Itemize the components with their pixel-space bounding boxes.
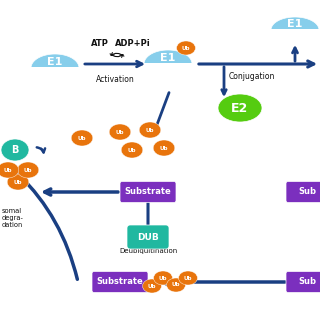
Ellipse shape xyxy=(142,279,162,293)
FancyBboxPatch shape xyxy=(286,271,320,292)
Text: Ub: Ub xyxy=(128,148,136,153)
Text: E1: E1 xyxy=(47,57,63,67)
Text: Activation: Activation xyxy=(96,75,134,84)
Ellipse shape xyxy=(218,94,262,122)
Ellipse shape xyxy=(0,162,19,178)
Text: ATP: ATP xyxy=(91,39,109,49)
Ellipse shape xyxy=(177,41,196,55)
Text: Conjugation: Conjugation xyxy=(229,72,275,81)
Text: Substrate: Substrate xyxy=(97,277,143,286)
Text: Sub: Sub xyxy=(298,188,316,196)
Ellipse shape xyxy=(71,130,93,146)
Polygon shape xyxy=(144,50,192,64)
Ellipse shape xyxy=(121,142,143,158)
Text: Ub: Ub xyxy=(24,167,32,172)
FancyBboxPatch shape xyxy=(127,225,169,249)
Text: Ub: Ub xyxy=(148,284,156,289)
Polygon shape xyxy=(31,54,79,68)
Ellipse shape xyxy=(179,271,197,285)
Text: E2: E2 xyxy=(231,101,249,115)
FancyBboxPatch shape xyxy=(120,181,176,203)
Text: Ub: Ub xyxy=(116,130,124,134)
Text: DUB: DUB xyxy=(137,233,159,242)
Ellipse shape xyxy=(139,122,161,138)
Ellipse shape xyxy=(7,174,29,190)
Text: somal
degra-
dation: somal degra- dation xyxy=(2,208,24,228)
Text: E1: E1 xyxy=(160,53,176,63)
Text: Ub: Ub xyxy=(4,167,12,172)
Text: Ub: Ub xyxy=(184,276,192,281)
Ellipse shape xyxy=(109,124,131,140)
Polygon shape xyxy=(271,17,319,30)
Text: Ub: Ub xyxy=(146,127,154,132)
Text: E1: E1 xyxy=(287,19,303,29)
Text: Ub: Ub xyxy=(78,135,86,140)
Text: Ub: Ub xyxy=(160,146,168,150)
Text: Ub: Ub xyxy=(14,180,22,185)
Text: Deubiquitination: Deubiquitination xyxy=(119,248,177,254)
Text: Substrate: Substrate xyxy=(124,188,172,196)
Ellipse shape xyxy=(154,271,172,285)
Text: B: B xyxy=(11,145,19,155)
Ellipse shape xyxy=(153,140,175,156)
Text: ADP+Pi: ADP+Pi xyxy=(115,39,151,49)
Text: Ub: Ub xyxy=(172,283,180,287)
FancyBboxPatch shape xyxy=(286,181,320,203)
Ellipse shape xyxy=(166,278,186,292)
Text: Ub: Ub xyxy=(182,45,190,51)
Text: Ub: Ub xyxy=(159,276,167,281)
FancyBboxPatch shape xyxy=(92,271,148,292)
Text: Sub: Sub xyxy=(298,277,316,286)
Ellipse shape xyxy=(1,139,29,161)
Ellipse shape xyxy=(17,162,39,178)
